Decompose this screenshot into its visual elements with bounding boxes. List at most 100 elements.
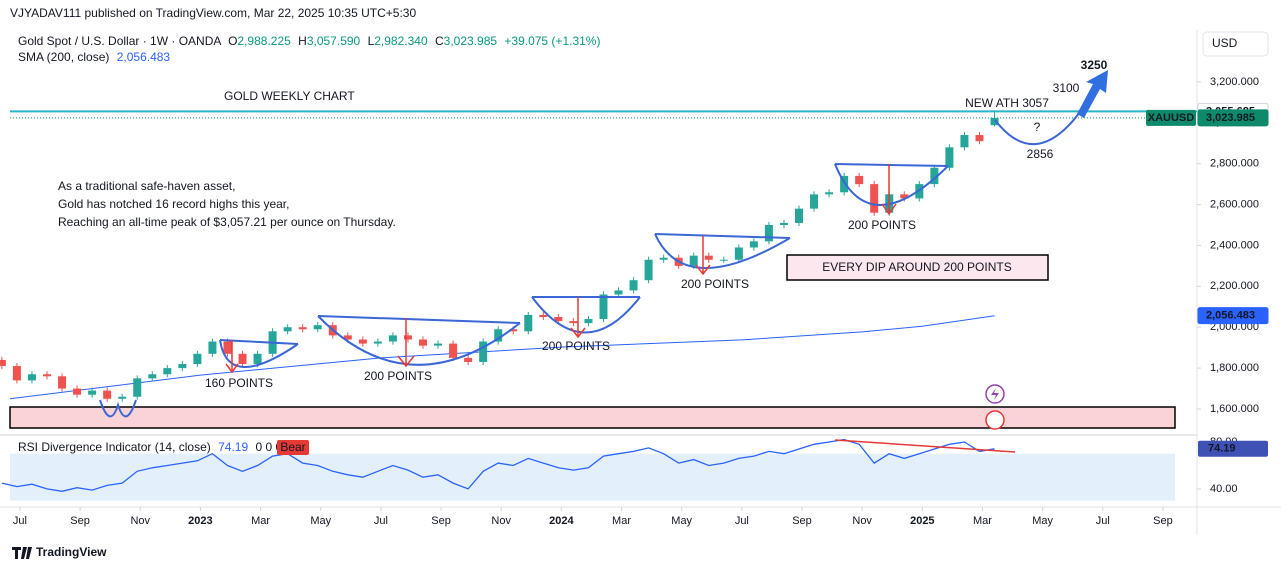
sma-name: SMA (200, close)	[18, 50, 109, 64]
ohlc-key: O	[228, 34, 237, 48]
symbol-tag	[1146, 109, 1196, 126]
candle-body	[810, 194, 819, 209]
target-label: 3250	[1081, 58, 1108, 72]
rsi-tag-label: 74.19	[1208, 443, 1236, 455]
price-tag-label: 3,023.985	[1206, 112, 1255, 124]
candle-body	[975, 135, 984, 142]
candle-body	[373, 341, 382, 344]
x-tick-label: 2025	[910, 515, 934, 527]
candle-body	[27, 374, 36, 381]
candle-body	[253, 353, 262, 365]
candle-body	[689, 255, 698, 266]
candle-body	[749, 241, 758, 248]
ath-label: NEW ATH 3057	[965, 96, 1049, 110]
currency[interactable]: USD	[1212, 36, 1238, 50]
ohlc-key: L	[368, 34, 375, 48]
candle-body	[629, 280, 638, 291]
candle-body	[298, 327, 307, 330]
candle-body	[509, 329, 518, 332]
x-tick-label: Mar	[251, 515, 270, 527]
x-tick-label: May	[671, 515, 692, 527]
dip-note: EVERY DIP AROUND 200 POINTS	[822, 260, 1011, 274]
sma-line	[9, 315, 995, 400]
dip-arrows	[225, 164, 897, 374]
candle-body	[464, 357, 473, 362]
publisher: VJYADAV111 published on TradingView.com,…	[10, 6, 416, 20]
annotation-text: As a traditional safe-haven asset,	[58, 179, 235, 193]
candle-body	[855, 175, 864, 185]
candle-body	[58, 376, 67, 389]
cup	[834, 163, 949, 206]
x-tick-label: Jul	[13, 515, 27, 527]
candle-body	[734, 247, 743, 260]
candle-body	[930, 167, 939, 185]
candle-body	[870, 184, 879, 213]
candle-body	[283, 327, 292, 332]
x-tick-label: 2024	[549, 515, 574, 527]
divergence-line	[834, 439, 1016, 453]
candle-body	[524, 314, 533, 332]
price-tag	[1197, 307, 1269, 325]
y-tick-label: 2,800.000	[1210, 158, 1259, 170]
symbol-legend: Gold Spot / U.S. Dollar · 1W · OANDA O2,…	[18, 34, 600, 48]
annotation-text: Reaching an all-time peak of $3,057.21 p…	[58, 215, 396, 229]
x-tick-label: May	[1032, 515, 1053, 527]
flag-icon[interactable]	[985, 410, 1005, 430]
candle-body	[103, 390, 112, 399]
x-tick-label: Jul	[374, 515, 388, 527]
y-tick-label: 2,600.000	[1210, 198, 1259, 210]
candle-body	[719, 259, 728, 261]
candle-body	[569, 321, 578, 324]
currency-button[interactable]	[1202, 31, 1269, 57]
rsi-legend: RSI Divergence Indicator (14, close) 74.…	[18, 440, 292, 454]
candle-body	[659, 257, 668, 260]
candle-body	[88, 390, 97, 395]
candle-body	[449, 343, 458, 358]
cup	[531, 296, 641, 334]
candle-body	[73, 388, 82, 395]
ohlc-value: 3,057.590	[307, 34, 361, 48]
price-tag	[1197, 109, 1269, 127]
note-box	[786, 254, 1049, 281]
arrow	[695, 236, 711, 276]
plot-area	[0, 110, 1197, 501]
y-tick-label: 2,200.000	[1210, 280, 1259, 292]
candle-body	[960, 135, 969, 148]
question-mark: ?	[1034, 120, 1041, 134]
candle-body	[403, 335, 412, 340]
points-label: 160 POINTS	[205, 376, 273, 390]
points-label: 200 POINTS	[681, 277, 749, 291]
sma-legend: SMA (200, close) 2,056.483	[18, 50, 170, 64]
change: +39.075 (+1.31%)	[504, 34, 600, 48]
y-tick-label: 3,200.000	[1210, 76, 1259, 88]
candle-body	[644, 259, 653, 281]
candle-body	[900, 194, 909, 199]
double-bottom	[99, 399, 137, 418]
candle-body	[554, 316, 563, 322]
signal-badge	[277, 440, 309, 455]
candle-body	[358, 339, 367, 344]
candle-body	[118, 396, 127, 399]
sma-value: 2,056.483	[117, 50, 171, 64]
candle-body	[238, 353, 247, 365]
x-tick-label: Sep	[431, 515, 451, 527]
candle-body	[794, 208, 803, 223]
rsi-value: 74.19	[218, 440, 248, 454]
candle-body	[840, 175, 849, 193]
candle-body	[584, 319, 593, 324]
x-tick-label: Sep	[70, 515, 90, 527]
candle-body	[388, 335, 397, 342]
x-tick-label: Sep	[792, 515, 812, 527]
ohlc-key: H	[298, 34, 307, 48]
annotation-text: Gold has notched 16 record highs this ye…	[58, 197, 289, 211]
x-tick-label: May	[310, 515, 331, 527]
candle-body	[163, 368, 172, 375]
arrow	[397, 318, 415, 368]
candle-body	[0, 359, 6, 367]
candle-body	[990, 117, 999, 126]
x-tick-label: Nov	[491, 515, 511, 527]
candle-body	[133, 378, 142, 397]
arrow	[225, 340, 239, 374]
x-tick-label: Jul	[735, 515, 749, 527]
candle-body	[494, 329, 503, 342]
